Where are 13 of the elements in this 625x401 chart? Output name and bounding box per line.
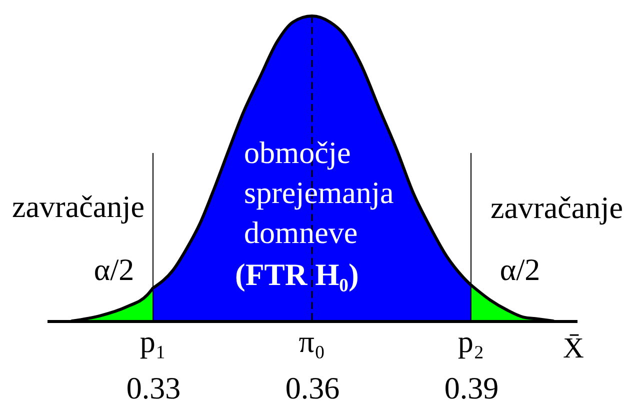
annotation: zavračanje <box>490 190 623 225</box>
annotation: zavračanje <box>12 189 144 224</box>
x-tick-label: 0.33 <box>126 370 181 401</box>
ref-line-label: p₂ <box>458 324 484 359</box>
ref-line-label: π₀ <box>298 324 326 359</box>
x-axis-title: X̄ <box>563 332 584 364</box>
ref-line-label: p₁ <box>140 324 166 359</box>
annotation: območje sprejemanja domneve <box>244 135 394 250</box>
x-tick-label: 0.36 <box>285 370 340 401</box>
annotation: (FTR H₀) <box>235 257 359 292</box>
x-tick-label: 0.39 <box>444 370 499 401</box>
annotation: α/2 <box>500 252 540 287</box>
annotation: α/2 <box>94 252 134 287</box>
